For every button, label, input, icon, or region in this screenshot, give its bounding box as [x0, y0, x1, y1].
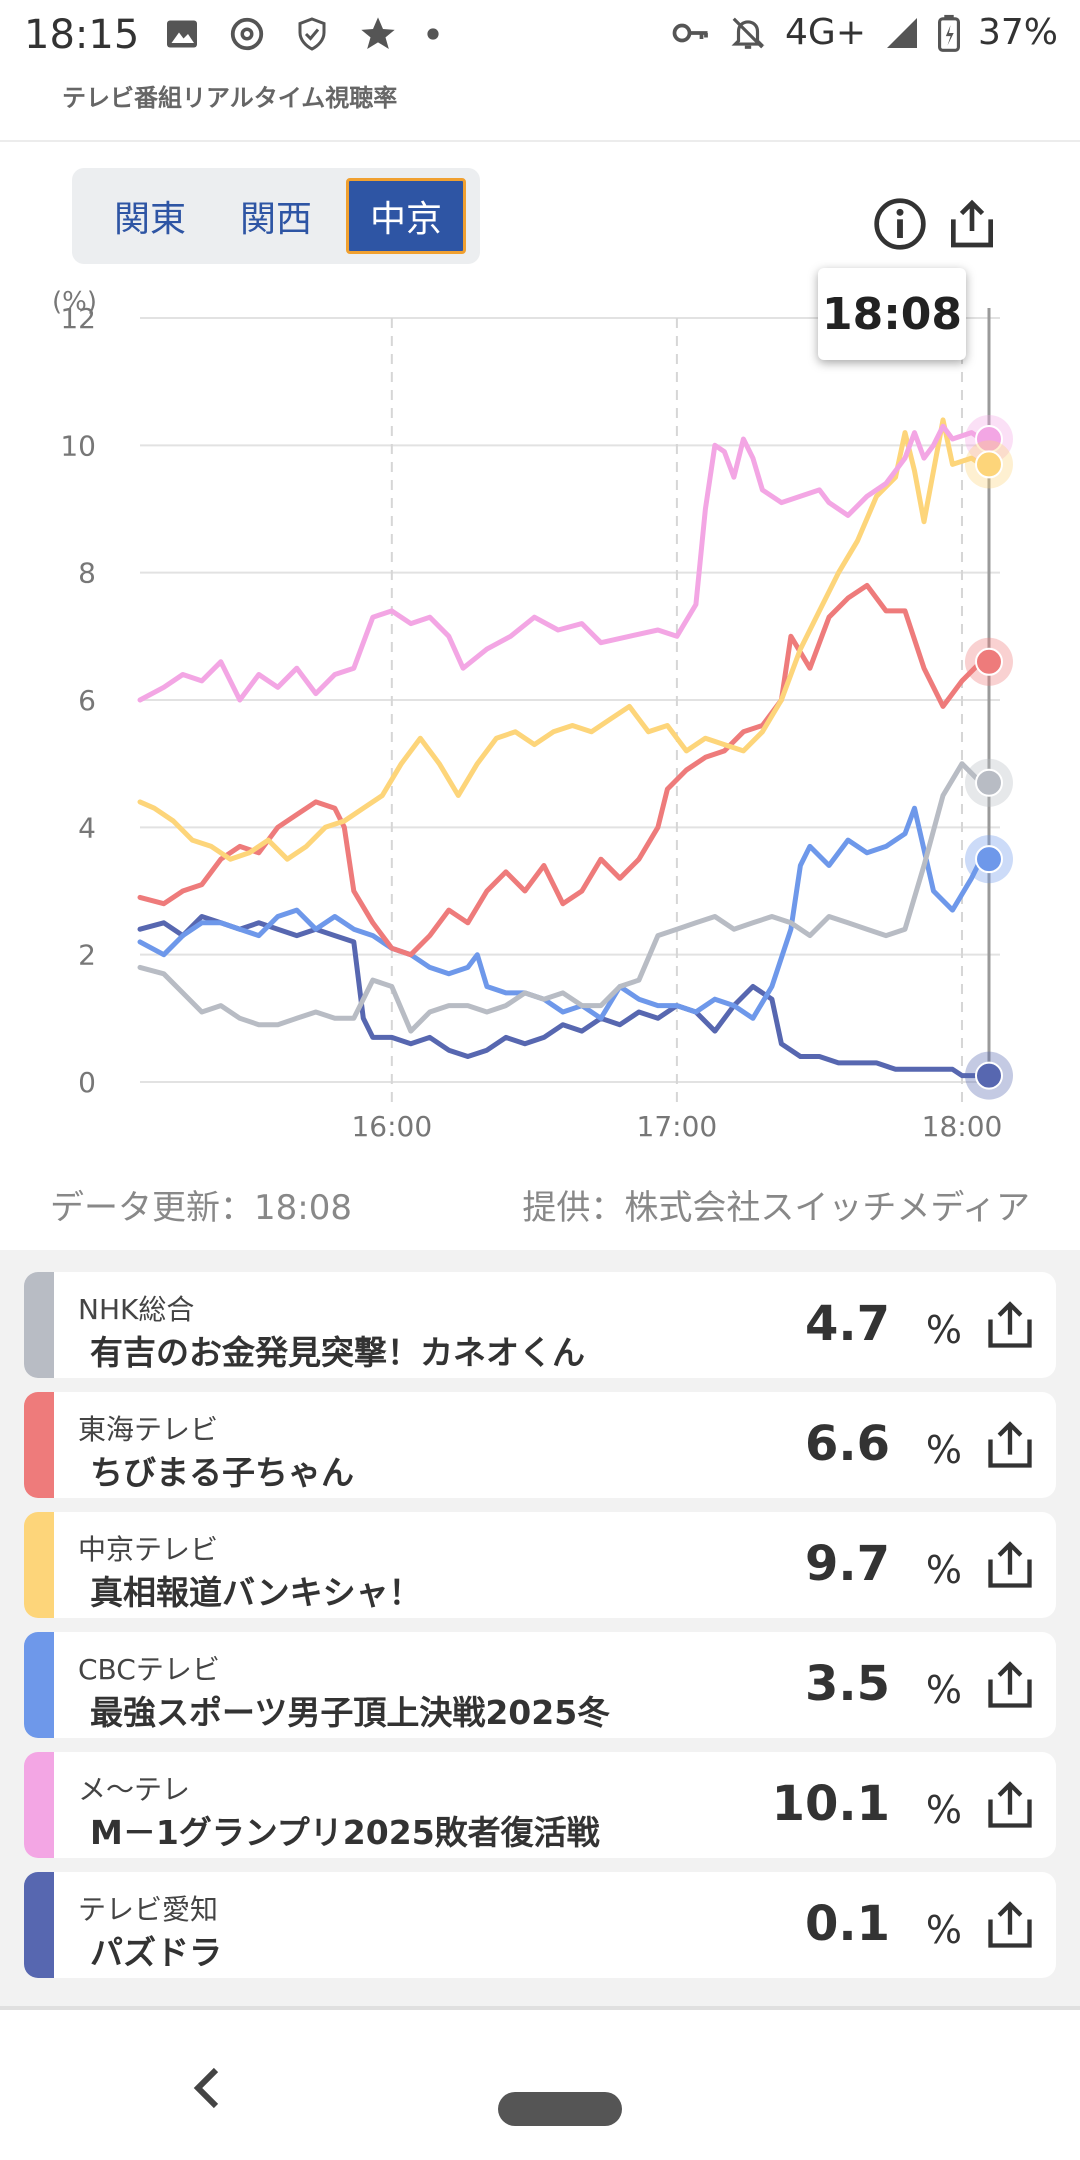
rating-value: 4.7: [804, 1296, 890, 1352]
channel-color-bar: [24, 1512, 54, 1618]
channel-color-bar: [24, 1632, 54, 1738]
status-time: 18:15: [24, 12, 140, 58]
region-tabs: 関東 関西 中京: [72, 168, 480, 264]
channel-name: テレビ愛知: [78, 1893, 219, 1926]
share-icon[interactable]: [944, 196, 1000, 252]
tab-kansai[interactable]: 関西: [239, 199, 312, 240]
page-title: テレビ番組リアルタイム視聴率: [62, 84, 398, 112]
x-tick-label: 16:00: [351, 1110, 432, 1143]
channel-card[interactable]: 中京テレビ真相報道バンキシャ！ 9.7%: [24, 1512, 1056, 1618]
channel-name: メ〜テレ: [78, 1773, 191, 1806]
share-icon[interactable]: [984, 1300, 1036, 1352]
info-icon[interactable]: [872, 196, 928, 252]
channel-card[interactable]: CBCテレビ最強スポーツ男子頂上決戦2025冬 3.5%: [24, 1632, 1056, 1738]
status-notification-icons: [164, 14, 440, 54]
channel-name: NHK総合: [78, 1293, 195, 1326]
channel-card[interactable]: NHK総合有吉のお金発見突撃！カネオくん 4.7%: [24, 1272, 1056, 1378]
signal-icon: [886, 17, 917, 48]
channel-color-bar: [24, 1392, 54, 1498]
time-tooltip: 18:08: [818, 268, 966, 360]
channel-color-bar: [24, 1872, 54, 1978]
series-line: [137, 423, 984, 703]
channel-list: NHK総合有吉のお金発見突撃！カネオくん 4.7% 東海テレビちびまる子ちゃん 6.6…: [0, 1250, 1080, 2010]
star-icon: [361, 17, 395, 49]
channel-name: 中京テレビ: [78, 1533, 219, 1566]
program-title: パズドラ: [90, 1933, 222, 1972]
share-icon[interactable]: [984, 1900, 1036, 1952]
series-marker: [974, 1061, 1003, 1090]
shield-icon: [298, 17, 326, 51]
rating-unit: %: [925, 1668, 962, 1712]
rating-unit: %: [925, 1788, 962, 1832]
series-line: [137, 805, 984, 1021]
y-tick-label: 4: [78, 811, 96, 844]
rating-value: 3.5: [804, 1656, 890, 1712]
data-provider: 提供：株式会社スイッチメディア: [522, 1188, 1030, 1228]
rating-chart: 12 10 8 6 4 2 0 (%) 16:00 17:00 18:00: [0, 280, 1080, 1150]
channel-color-bar: [24, 1752, 54, 1858]
rating-value: 9.7: [804, 1536, 890, 1592]
program-title: M－1グランプリ2025敗者復活戦: [90, 1813, 600, 1852]
y-tick-label: 8: [78, 557, 96, 590]
series-line: [137, 417, 984, 862]
bell-off-icon: [731, 17, 765, 49]
threads-icon: [230, 17, 264, 51]
y-tick-label: 12: [60, 302, 96, 335]
program-title: 最強スポーツ男子頂上決戦2025冬: [90, 1693, 611, 1732]
channel-card[interactable]: テレビ愛知パズドラ 0.1%: [24, 1872, 1056, 1978]
image-icon: [167, 20, 197, 48]
data-meta: データ更新：18:08 提供：株式会社スイッチメディア: [0, 1172, 1080, 1232]
rating-unit: %: [925, 1428, 962, 1472]
rating-unit: %: [925, 1908, 962, 1952]
battery-level: 37%: [977, 12, 1058, 53]
series-marker: [974, 845, 1003, 874]
channel-card[interactable]: メ〜テレ M－1グランプリ2025敗者復活戦 10.1%: [24, 1752, 1056, 1858]
dot-icon: [427, 28, 439, 40]
channel-name: 東海テレビ: [78, 1413, 219, 1446]
rating-value: 10.1: [771, 1776, 890, 1832]
key-icon: [672, 23, 708, 42]
y-unit-label: (%): [52, 287, 97, 317]
rating-unit: %: [925, 1308, 962, 1352]
x-tick-label: 18:00: [922, 1110, 1003, 1143]
channel-name: CBCテレビ: [78, 1653, 220, 1686]
home-pill-icon[interactable]: [498, 2092, 622, 2126]
program-title: 真相報道バンキシャ！: [90, 1573, 422, 1612]
y-tick-label: 10: [60, 429, 96, 462]
rating-value: 0.1: [804, 1896, 890, 1952]
rating-chart-svg: 12 10 8 6 4 2 0 (%) 16:00 17:00 18:00: [52, 287, 1013, 1143]
series-line: [137, 582, 984, 958]
tab-chukyo[interactable]: 中京: [346, 178, 466, 254]
series-line: [137, 761, 984, 1034]
back-chevron-icon[interactable]: [188, 2064, 228, 2112]
battery-icon: [937, 14, 960, 52]
rating-value: 6.6: [804, 1416, 890, 1472]
status-bar: 18:15 4G+ 37%: [0, 0, 1080, 72]
network-type: 4G+: [785, 12, 866, 53]
navigation-bar: [0, 2020, 1080, 2160]
series-marker: [974, 768, 1003, 797]
y-tick-label: 2: [78, 939, 96, 972]
channel-card[interactable]: 東海テレビちびまる子ちゃん 6.6%: [24, 1392, 1056, 1498]
channel-color-bar: [24, 1272, 54, 1378]
share-icon[interactable]: [984, 1780, 1036, 1832]
series-marker: [974, 450, 1003, 479]
y-tick-label: 0: [78, 1066, 96, 1099]
rating-unit: %: [925, 1548, 962, 1592]
y-tick-label: 6: [78, 684, 96, 717]
program-title: ちびまる子ちゃん: [90, 1453, 354, 1492]
program-title: 有吉のお金発見突撃！カネオくん: [90, 1333, 585, 1372]
tab-kanto[interactable]: 関東: [113, 199, 186, 240]
series-line: [137, 914, 984, 1079]
share-icon[interactable]: [984, 1660, 1036, 1712]
status-system-icons: 4G+ 37%: [671, 12, 1058, 53]
data-updated: データ更新：18:08: [50, 1188, 352, 1228]
app-header: テレビ番組リアルタイム視聴率: [0, 72, 1080, 142]
share-icon[interactable]: [984, 1540, 1036, 1592]
share-icon[interactable]: [984, 1420, 1036, 1472]
x-tick-label: 17:00: [637, 1110, 718, 1143]
series-marker: [974, 647, 1003, 676]
